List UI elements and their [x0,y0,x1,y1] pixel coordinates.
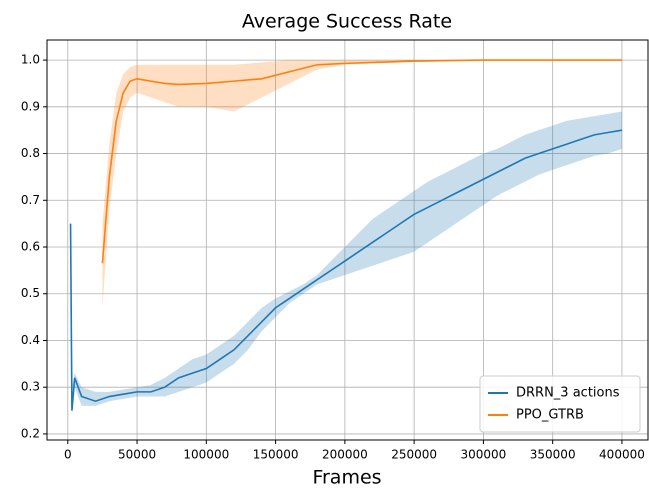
confidence-band [70,111,622,416]
x-tick-label: 250000 [391,448,437,462]
confidence-band [102,60,622,308]
x-tick-label: 100000 [183,448,229,462]
line [101,59,622,264]
legend-label: PPO_GTRB [516,408,584,423]
line [69,129,623,411]
y-tick-label: 0.6 [21,240,40,254]
x-tick-label: 300000 [461,448,507,462]
x-tick-label: 150000 [253,448,299,462]
x-tick-label: 400000 [599,448,645,462]
y-tick-label: 0.2 [21,426,40,440]
x-tick-label: 350000 [530,448,576,462]
y-tick-label: 0.5 [21,286,40,300]
chart-title: Average Success Rate [242,11,452,33]
x-axis-label: Frames [312,467,381,488]
y-tick-label: 1.0 [21,53,40,67]
plot-frame [46,39,649,441]
legend-label: DRRN_3 actions [516,386,620,401]
y-tick-label: 0.7 [21,193,40,207]
x-tick-label: 200000 [322,448,368,462]
x-tick-label: 0 [64,448,72,462]
y-tick-label: 0.9 [21,99,40,113]
y-tick-label: 0.4 [21,333,40,347]
x-tick-label: 50000 [118,448,156,462]
legend-box [479,375,641,433]
y-tick-label: 0.8 [21,146,40,160]
y-tick-label: 0.3 [21,380,40,394]
legend: DRRN_3 actions PPO_GTRB [479,375,641,433]
